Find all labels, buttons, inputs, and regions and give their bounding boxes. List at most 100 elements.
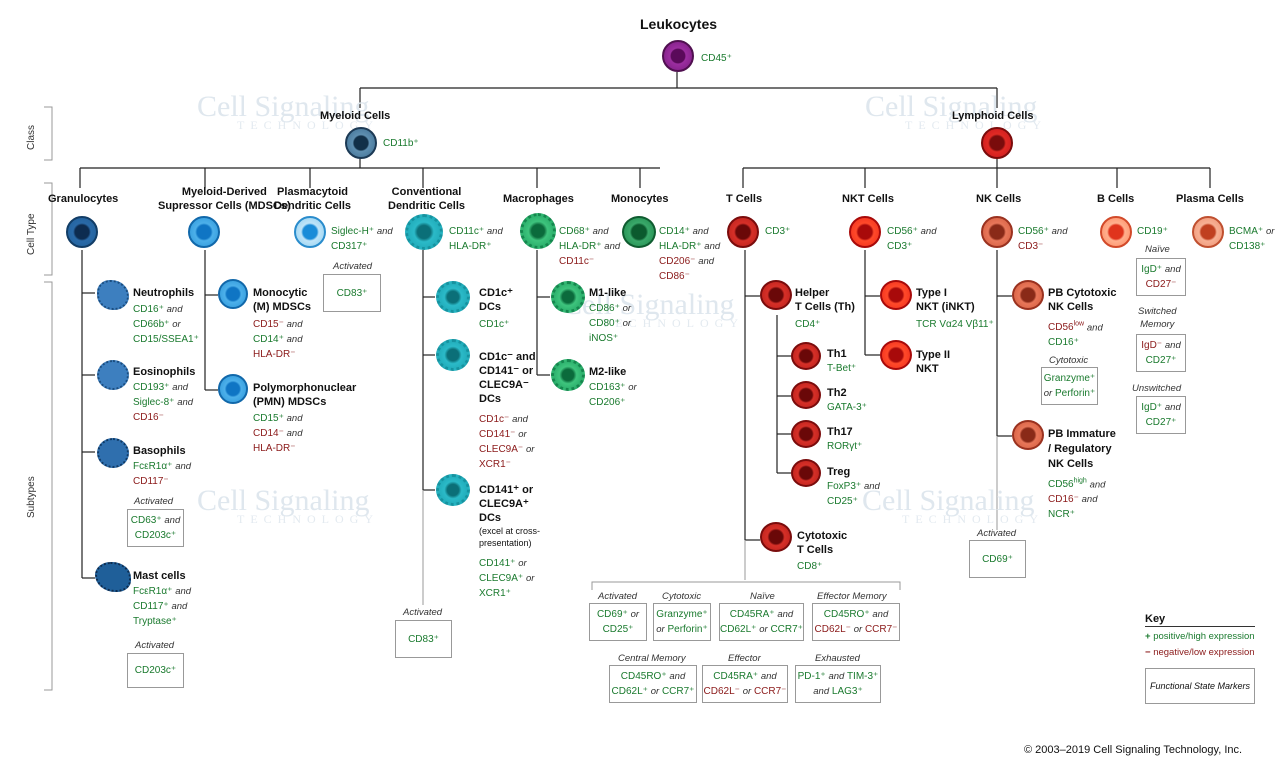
t-state-cytotoxic-box: Granzyme⁺ or Perforin⁺ (653, 603, 711, 641)
neutrophils-label: Neutrophils (133, 287, 195, 299)
pb-immature-nk-label: PB Immature / Regulatory NK Cells (1048, 428, 1116, 470)
b-switched-box: IgD⁻ and CD27⁺ (1136, 334, 1186, 372)
t-state-activated-box: CD69⁺ or CD25⁺ (589, 603, 647, 641)
basophils-state-label: Activated (134, 496, 174, 507)
pb-cytotoxic-nk-label: PB Cytotoxic NK Cells (1048, 287, 1117, 313)
pmn-mdsc-icon (218, 374, 248, 404)
granulocyte-cell-icon (66, 216, 98, 248)
myeloid-cells-label: Myeloid Cells (320, 110, 391, 122)
pb-cytotoxic-state-box: Granzyme⁺ or Perforin⁺ (1041, 367, 1098, 405)
plasma-cell-icon (1192, 216, 1224, 248)
helper-t-marker: CD4⁺ (795, 319, 821, 330)
basophils-markers: FcεR1α⁺ and CD117⁻ (133, 461, 192, 487)
cdc-state-label: Activated (403, 607, 443, 618)
cytotoxic-t-marker: CD8⁺ (797, 561, 823, 572)
cdc-state-box: CD83⁺ (395, 620, 452, 658)
pb-cytotoxic-state-label: Cytotoxic (1049, 355, 1089, 366)
b-naive-label: Naïve (1145, 244, 1170, 255)
th2-icon (791, 381, 821, 409)
m2-like-markers: CD163⁺ or CD206⁺ (589, 382, 637, 408)
treg-markers: FoxP3⁺ and CD25⁺ (827, 481, 880, 507)
b-naive-box: IgD⁺ and CD27⁻ (1136, 258, 1186, 296)
key-functional-state-box: Functional State Markers (1145, 668, 1255, 704)
nkt-cells-label: NKT Cells (842, 193, 894, 205)
cd141pos-dc-label: CD141⁺ or CLEC9A⁺ DCs (479, 484, 534, 524)
mdsc-cell-icon (188, 216, 220, 248)
b-switched-label: Switched Memory (1138, 306, 1177, 330)
type1-nkt-label: Type I NKT (iNKT) (916, 287, 975, 313)
cd1c-dc-marker: CD1c⁺ (479, 319, 510, 330)
pb-immature-nk-markers: CD56high and CD16⁻ and NCR⁺ (1048, 478, 1106, 521)
b-unswitched-label: Unswitched (1132, 383, 1182, 394)
t-state-naive-box: CD45RA⁺ and CD62L⁺ or CCR7⁺ (719, 603, 804, 641)
basophils-label: Basophils (133, 445, 186, 457)
t-cells-marker: CD3⁺ (765, 226, 791, 237)
helper-t-label: Helper T Cells (Th) (795, 287, 855, 313)
pb-cytotoxic-nk-markers: CD56low and CD16⁺ (1048, 321, 1103, 349)
macrophage-cell-icon (520, 213, 556, 249)
th1-label: Th1 (827, 348, 847, 360)
m2-like-label: M2-like (589, 366, 627, 378)
watermark: Cell Signaling TECHNOLOGY (562, 288, 744, 330)
cytotoxic-t-label: Cytotoxic T Cells (797, 530, 848, 556)
mast-state-box: CD203c⁺ (127, 653, 184, 688)
mast-cells-label: Mast cells (133, 570, 186, 582)
type1-nkt-marker: TCR Vα24 Vβ11⁺ (916, 319, 994, 330)
key-positive: + positive/high expression (1145, 631, 1255, 642)
granulocytes-label: Granulocytes (48, 193, 119, 205)
eosinophils-markers: CD193⁺ and Siglec-8⁺ and CD16⁻ (133, 382, 194, 423)
neutrophil-icon (97, 280, 129, 310)
mast-cell-icon (95, 562, 131, 592)
m1-like-label: M1-like (589, 287, 627, 299)
plasma-markers: BCMA⁺ or CD138⁺ (1229, 226, 1275, 252)
nkt-cell-icon (849, 216, 881, 248)
treg-icon (791, 459, 821, 487)
myeloid-cell-icon (345, 127, 377, 159)
page-title: Leukocytes (640, 16, 718, 32)
class-label: Class (26, 124, 37, 150)
subtypes-label: Subtypes (26, 476, 37, 518)
t-state-exhausted-label: Exhausted (815, 653, 860, 664)
b-cells-marker: CD19⁺ (1137, 226, 1168, 237)
mast-state-label: Activated (135, 640, 175, 651)
cd141neg-dc-icon (436, 339, 470, 371)
key-divider (1145, 626, 1255, 627)
type2-nkt-icon (880, 340, 912, 370)
eosinophil-icon (97, 360, 129, 390)
cdc-label: Conventional Dendritic Cells (388, 186, 466, 212)
watermark: Cell Signaling TECHNOLOGY (865, 90, 1047, 132)
pdc-markers: Siglec-H⁺ and CD317⁺ (331, 226, 393, 252)
nk-state-box: CD69⁺ (969, 540, 1026, 578)
nkt-markers: CD56⁺ and CD3⁺ (887, 226, 937, 252)
cd141pos-dc-icon (436, 474, 470, 506)
th17-marker: RORγt⁺ (827, 441, 863, 452)
t-state-effector-box: CD45RA⁺ and CD62L⁻ or CCR7⁻ (702, 665, 788, 703)
cd1c-dc-icon (436, 281, 470, 313)
th17-icon (791, 420, 821, 448)
cytotoxic-t-icon (760, 522, 792, 552)
cd141pos-dc-markers: CD141⁺ or CLEC9A⁺ or XCR1⁺ (479, 558, 535, 599)
mdsc-label: Myeloid-Derived Supressor Cells (MDSCs) (158, 186, 291, 212)
m1-like-icon (551, 281, 585, 313)
nk-markers: CD56⁺ and CD3⁻ (1018, 226, 1068, 252)
basophils-state-box: CD63⁺ and CD203c⁺ (127, 509, 184, 547)
macrophages-label: Macrophages (503, 193, 574, 205)
monocytic-mdsc-markers: CD15⁻ and CD14⁺ and HLA-DR⁻ (253, 319, 303, 360)
pdc-state-label: Activated (333, 261, 373, 272)
macrophages-markers: CD68⁺ and HLA-DR⁺ and CD11c⁻ (559, 226, 621, 267)
monocytic-mdsc-icon (218, 279, 248, 309)
myeloid-marker: CD11b⁺ (383, 138, 419, 149)
pmn-mdsc-markers: CD15⁺ and CD14⁻ and HLA-DR⁻ (253, 413, 303, 454)
pdc-state-box: CD83⁺ (323, 274, 381, 312)
th1-icon (791, 342, 821, 370)
t-state-effector-label: Effector (728, 653, 761, 664)
th2-marker: GATA-3⁺ (827, 402, 867, 413)
monocyte-cell-icon (622, 216, 656, 248)
nk-cells-label: NK Cells (976, 193, 1022, 205)
cd1c-dc-label: CD1c⁺ DCs (479, 287, 513, 313)
watermark: Cell Signaling TECHNOLOGY (197, 484, 379, 526)
monocytic-mdsc-label: Monocytic (M) MDSCs (253, 287, 312, 313)
leukocyte-cell-icon (662, 40, 694, 72)
th1-marker: T-Bet⁺ (827, 363, 857, 374)
helper-t-icon (760, 280, 792, 310)
